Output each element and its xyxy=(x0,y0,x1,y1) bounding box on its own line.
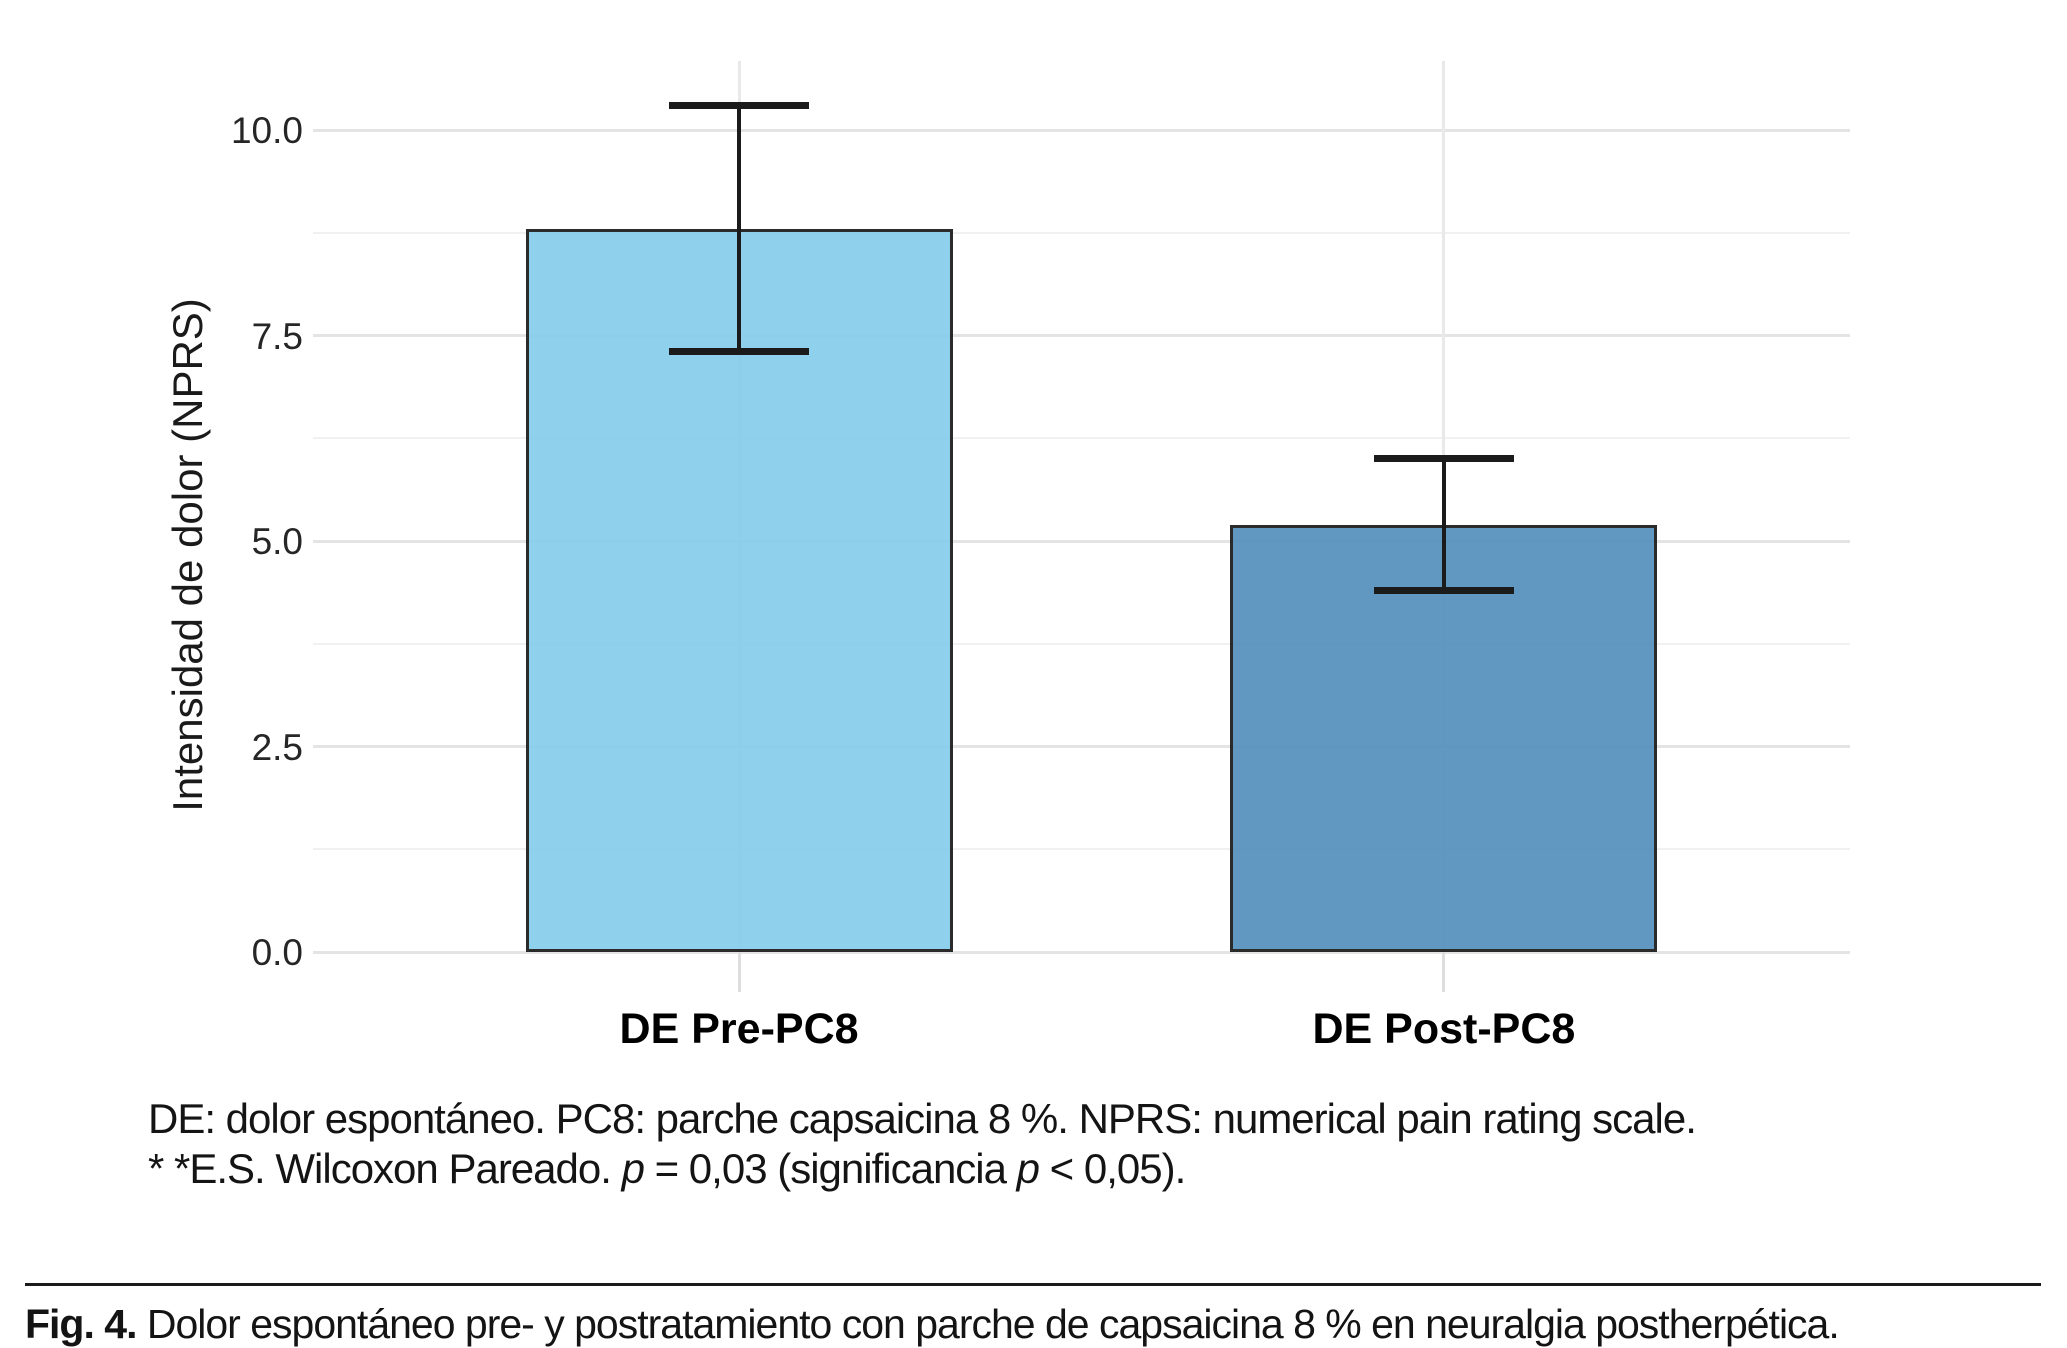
y-tick-label: 5.0 xyxy=(251,521,303,563)
footnote-line2-text: = 0,03 (significancia xyxy=(643,1145,1017,1192)
chart-panel xyxy=(313,61,1850,954)
p-value-symbol: p xyxy=(621,1145,645,1192)
caption-label: Fig. 4. xyxy=(25,1301,137,1347)
x-category-label: DE Post-PC8 xyxy=(1312,1005,1576,1053)
error-bar-cap xyxy=(669,348,810,356)
y-tick-label: 2.5 xyxy=(251,726,303,768)
p-value-symbol: p xyxy=(1016,1145,1040,1192)
y-tick-label: 7.5 xyxy=(251,315,303,357)
caption-divider xyxy=(25,1283,2041,1286)
footnote-line1: DE: dolor espontáneo. PC8: parche capsai… xyxy=(148,1095,1697,1142)
error-bar-cap xyxy=(1373,586,1514,594)
caption-text: Dolor espontáneo pre- y postratamiento c… xyxy=(136,1301,1840,1347)
x-tick-mark xyxy=(1442,952,1446,992)
error-bar-cap xyxy=(669,101,810,109)
y-tick-label: 10.0 xyxy=(230,110,303,152)
footnote-line2-text: * *E.S. Wilcoxon Pareado. xyxy=(148,1145,622,1192)
gridline-major xyxy=(313,128,1850,132)
x-category-label: DE Pre-PC8 xyxy=(619,1005,859,1053)
bar-post xyxy=(1230,524,1658,952)
footnote: DE: dolor espontáneo. PC8: parche capsai… xyxy=(148,1094,1697,1194)
error-bar xyxy=(737,105,742,352)
footnote-line2-text: < 0,05). xyxy=(1039,1145,1187,1192)
y-tick-label: 0.0 xyxy=(251,932,303,973)
error-bar-cap xyxy=(1373,455,1514,463)
error-bar xyxy=(1441,458,1446,591)
figure-caption: Fig. 4. Dolor espontáneo pre- y postrata… xyxy=(25,1301,1840,1348)
footnote-line2: * *E.S. Wilcoxon Pareado. p = 0,03 (sign… xyxy=(148,1144,1696,1194)
x-tick-mark xyxy=(737,952,741,992)
